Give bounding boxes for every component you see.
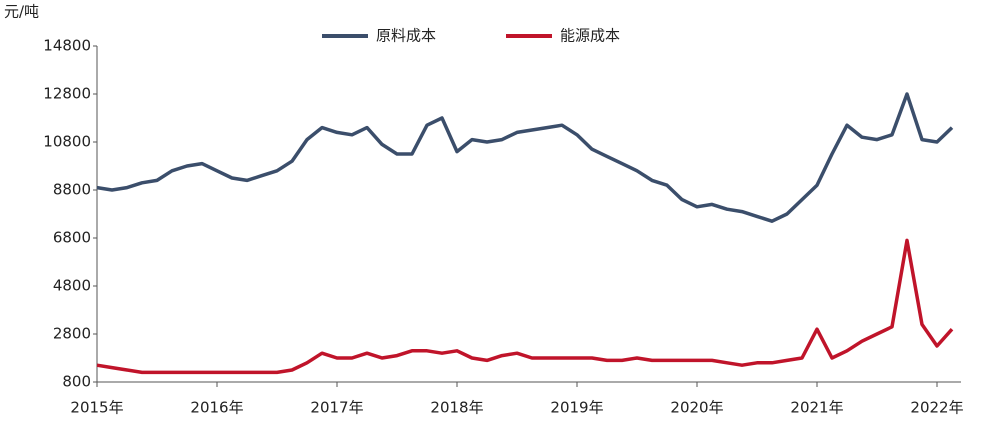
y-tick-label: 6800 bbox=[53, 229, 91, 247]
y-tick-label: 2800 bbox=[53, 325, 91, 343]
y-tick-label: 800 bbox=[62, 373, 91, 391]
x-tick-label: 2015年 bbox=[70, 399, 123, 417]
x-tick-label: 2018年 bbox=[430, 399, 483, 417]
y-tick-label: 14800 bbox=[43, 37, 91, 55]
x-tick-label: 2022年 bbox=[910, 399, 963, 417]
y-tick-label: 4800 bbox=[53, 277, 91, 295]
x-tick-label: 2016年 bbox=[190, 399, 243, 417]
y-unit: 元/吨 bbox=[4, 3, 39, 21]
y-tick-label: 10800 bbox=[43, 133, 91, 151]
x-tick-label: 2020年 bbox=[670, 399, 723, 417]
x-tick-label: 2021年 bbox=[790, 399, 843, 417]
y-tick-label: 8800 bbox=[53, 181, 91, 199]
x-tick-label: 2017年 bbox=[310, 399, 363, 417]
series-line bbox=[96, 238, 954, 375]
legend-label: 能源成本 bbox=[560, 27, 620, 45]
x-tick-label: 2019年 bbox=[550, 399, 603, 417]
series-line bbox=[96, 92, 954, 223]
legend-label: 原料成本 bbox=[376, 27, 436, 45]
y-tick-label: 12800 bbox=[43, 85, 91, 103]
